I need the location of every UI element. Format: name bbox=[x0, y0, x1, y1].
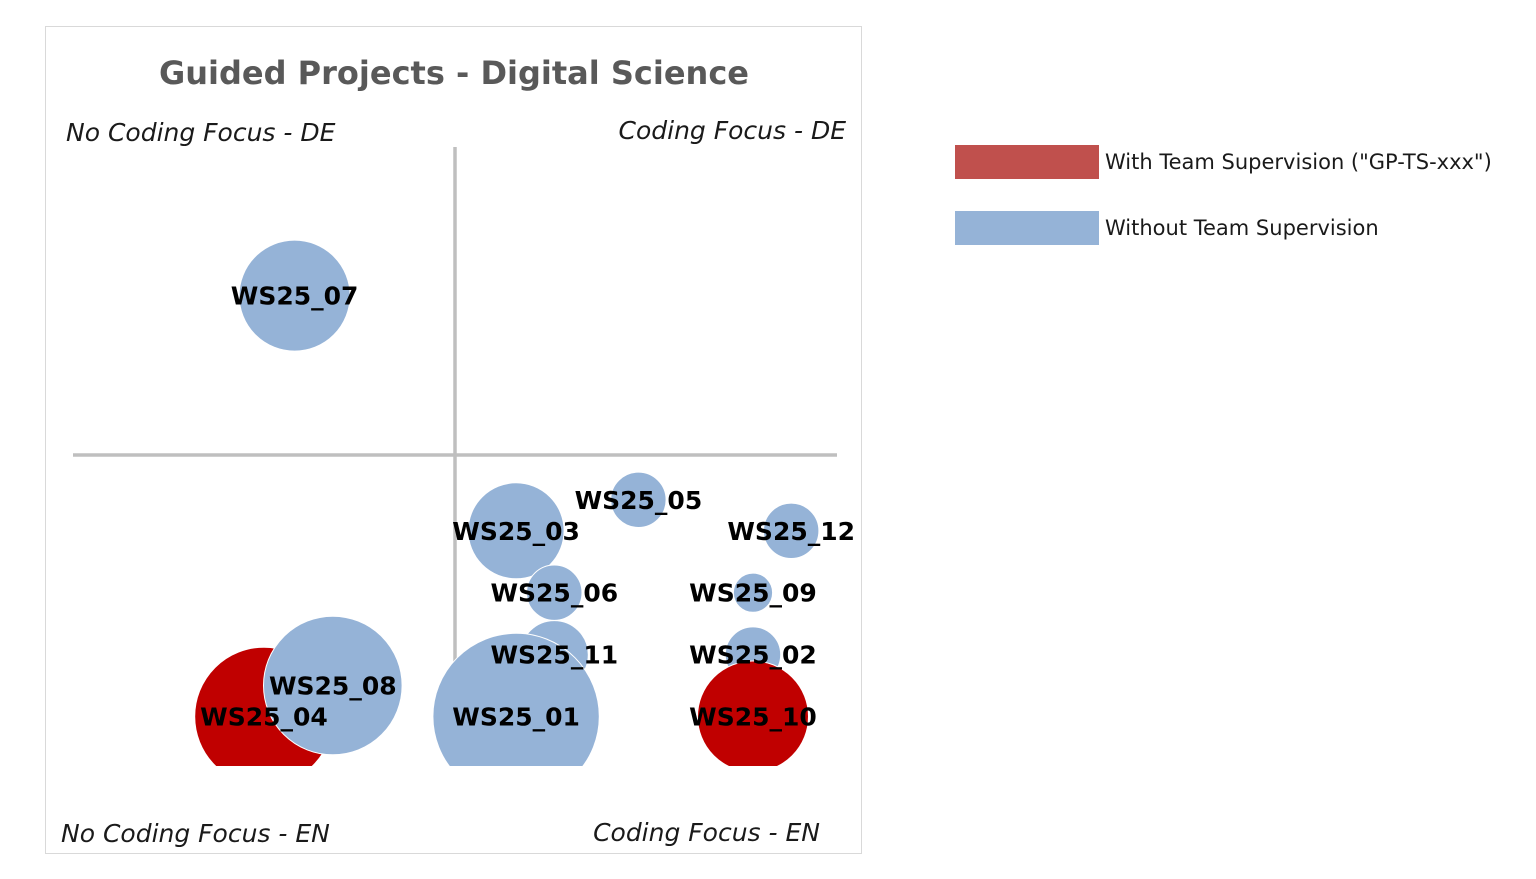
bubble-ws25-12 bbox=[763, 502, 820, 559]
chart-frame: Guided Projects - Digital Science No Cod… bbox=[45, 26, 862, 854]
legend-label-without-team: Without Team Supervision bbox=[1105, 216, 1379, 240]
legend-label-with-team: With Team Supervision ("GP-TS-xxx") bbox=[1105, 150, 1492, 174]
quadrant-label-bottom-left: No Coding Focus - EN bbox=[61, 819, 330, 848]
quadrant-label-top-right: Coding Focus - DE bbox=[619, 116, 847, 145]
bubble-label-ws25-10: WS25_10 bbox=[689, 703, 817, 732]
quadrant-label-top-left: No Coding Focus - DE bbox=[66, 118, 336, 147]
bubble-ws25-05 bbox=[610, 471, 667, 528]
legend: With Team Supervision ("GP-TS-xxx") With… bbox=[955, 144, 1492, 276]
bubble-chart: Guided Projects - Digital Science No Cod… bbox=[61, 54, 855, 848]
legend-swatch-with-team bbox=[955, 145, 1099, 179]
bubble-label-ws25-03: WS25_03 bbox=[452, 517, 580, 546]
bubble-ws25-10 bbox=[697, 660, 809, 766]
quadrant-label-bottom-right: Coding Focus - EN bbox=[593, 818, 820, 847]
bubble-label-ws25-04: WS25_04 bbox=[200, 703, 328, 732]
bubble-ws25-03 bbox=[467, 482, 565, 580]
bubble-label-ws25-07: WS25_07 bbox=[231, 282, 359, 311]
legend-swatch-without-team bbox=[955, 211, 1099, 245]
bubble-label-ws25-09: WS25_09 bbox=[689, 579, 817, 608]
bubble-ws25-08 bbox=[262, 615, 403, 756]
bubble-ws25-01 bbox=[432, 632, 600, 766]
legend-item-without-team: Without Team Supervision bbox=[955, 210, 1492, 246]
bubble-label-ws25-08: WS25_08 bbox=[269, 672, 397, 701]
bubble-label-ws25-06: WS25_06 bbox=[490, 579, 618, 608]
bubble-label-ws25-12: WS25_12 bbox=[727, 517, 855, 546]
bubble-label-ws25-01: WS25_01 bbox=[452, 703, 580, 732]
bubble-ws25-09 bbox=[732, 572, 774, 613]
chart-title: Guided Projects - Digital Science bbox=[159, 54, 749, 92]
bubble-label-ws25-02: WS25_02 bbox=[689, 641, 817, 670]
bubble-label-ws25-11: WS25_11 bbox=[490, 641, 618, 670]
legend-item-with-team: With Team Supervision ("GP-TS-xxx") bbox=[955, 144, 1492, 180]
bubble-label-ws25-05: WS25_05 bbox=[575, 486, 703, 515]
bubble-series bbox=[194, 239, 820, 766]
bubble-ws25-07 bbox=[238, 239, 351, 352]
